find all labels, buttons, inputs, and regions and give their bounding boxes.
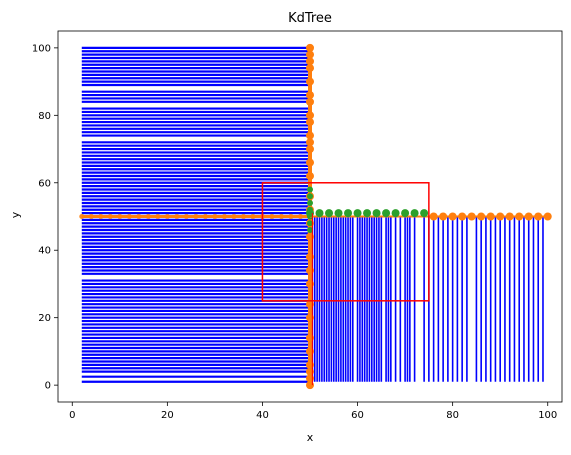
split-point-right-25 <box>543 212 552 221</box>
split-point-vertical-15 <box>306 172 314 181</box>
x-tick-label-40: 40 <box>256 410 269 421</box>
split-point-right-21 <box>505 212 514 221</box>
split-point-right-18 <box>477 212 486 221</box>
split-point-right-6 <box>363 209 372 218</box>
split-point-left-4 <box>88 214 94 219</box>
split-point-vertical-16 <box>306 158 314 167</box>
split-point-right-4 <box>344 209 353 218</box>
split-point-left-18 <box>155 214 161 219</box>
split-point-vertical-21 <box>306 111 314 120</box>
split-point-right-17 <box>467 212 476 221</box>
split-point-right-13 <box>429 212 438 221</box>
x-axis-ticks: 0 20 40 60 80 100 <box>69 402 557 421</box>
split-point-left-2 <box>79 214 85 219</box>
split-point-left-44 <box>278 214 284 219</box>
y-axis-label: y <box>9 211 22 218</box>
y-axis-ticks: 0 20 40 60 80 100 <box>32 43 58 392</box>
split-point-right-2 <box>325 209 334 218</box>
green-point-vertical-58 <box>307 186 313 193</box>
split-point-left-28 <box>202 214 208 219</box>
split-point-right-23 <box>524 212 533 221</box>
y-tick-label-60: 60 <box>38 178 51 189</box>
query-rectangle <box>261 182 430 302</box>
y-tick-label-100: 100 <box>32 43 51 54</box>
split-point-right-19 <box>486 212 495 221</box>
split-point-right-5 <box>353 209 362 218</box>
split-point-vertical-25 <box>306 64 314 73</box>
split-point-vertical-24 <box>306 77 314 86</box>
y-tick-label-20: 20 <box>38 313 51 324</box>
split-point-right-16 <box>458 212 467 221</box>
split-point-left-26 <box>193 214 199 219</box>
y-tick-label-40: 40 <box>38 246 51 257</box>
split-point-left-48 <box>297 214 303 219</box>
split-point-right-14 <box>439 212 448 221</box>
split-point-left-32 <box>221 214 227 219</box>
split-point-left-10 <box>117 214 123 219</box>
plot-content <box>79 43 552 390</box>
split-point-vertical-28 <box>306 43 314 52</box>
y-tick-label-80: 80 <box>38 111 51 122</box>
split-point-left-20 <box>164 214 170 219</box>
green-point-vertical-46 <box>307 226 313 233</box>
x-tick-label-20: 20 <box>161 410 174 421</box>
split-point-left-46 <box>288 214 294 219</box>
green-point-vertical-48 <box>307 220 313 227</box>
split-point-right-20 <box>496 212 505 221</box>
x-tick-label-0: 0 <box>69 410 75 421</box>
chart-title: KdTree <box>288 11 332 26</box>
split-point-left-8 <box>107 214 113 219</box>
split-point-right-1 <box>315 209 324 218</box>
split-point-vertical-27 <box>306 50 314 59</box>
green-point-vertical-56 <box>307 193 313 200</box>
split-point-right-10 <box>401 209 410 218</box>
x-tick-label-100: 100 <box>538 410 557 421</box>
split-point-left-22 <box>174 214 180 219</box>
axes-frame <box>57 30 563 403</box>
split-point-left-6 <box>98 214 104 219</box>
split-point-right-9 <box>391 209 400 218</box>
split-point-left-24 <box>183 214 189 219</box>
green-point-vertical-54 <box>307 200 313 207</box>
y-tick-label-0: 0 <box>45 381 51 392</box>
split-point-right-12 <box>420 209 429 218</box>
split-point-right-15 <box>448 212 457 221</box>
split-point-right-3 <box>334 209 343 218</box>
x-axis-label: x <box>307 431 314 444</box>
split-point-left-12 <box>126 214 132 219</box>
split-point-left-36 <box>240 214 246 219</box>
split-point-right-8 <box>382 209 391 218</box>
split-point-vertical-19 <box>306 131 314 140</box>
x-tick-label-60: 60 <box>351 410 364 421</box>
split-point-left-34 <box>231 214 237 219</box>
split-point-left-38 <box>250 214 256 219</box>
split-point-right-22 <box>515 212 524 221</box>
split-point-vertical-18 <box>306 138 314 147</box>
split-point-vertical-17 <box>306 145 314 154</box>
split-point-vertical-23 <box>306 91 314 100</box>
split-point-right-24 <box>534 212 543 221</box>
split-point-right-11 <box>410 209 419 218</box>
split-point-vertical-26 <box>306 57 314 66</box>
split-point-left-14 <box>136 214 142 219</box>
split-point-left-16 <box>145 214 151 219</box>
split-point-vertical-20 <box>306 118 314 127</box>
split-point-right-7 <box>372 209 381 218</box>
split-point-left-30 <box>212 214 218 219</box>
split-point-vertical-22 <box>306 97 314 106</box>
x-tick-label-80: 80 <box>446 410 459 421</box>
split-point-left-42 <box>269 214 275 219</box>
